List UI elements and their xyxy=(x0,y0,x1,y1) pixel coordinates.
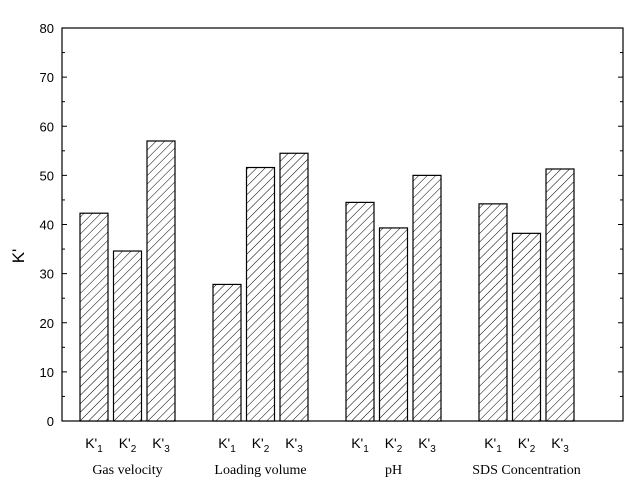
group-label: pH xyxy=(385,463,402,478)
bar-series xyxy=(79,140,575,422)
bar xyxy=(545,168,575,422)
bar-tick-label: K'2 xyxy=(385,435,403,455)
x-axis-labels: K'1 K'2 K'3 Gas velocity K'1 K'2 K'3 Loading vo… xyxy=(85,435,581,478)
y-tick-label: 10 xyxy=(40,365,54,380)
y-axis-label: K' xyxy=(9,249,28,264)
bar-tick-label: K'3 xyxy=(285,435,303,455)
bar xyxy=(212,283,242,422)
bar xyxy=(511,232,542,422)
group-label: Loading volume xyxy=(214,463,306,478)
bar xyxy=(412,174,442,422)
bar-tick-label: K'3 xyxy=(418,435,436,455)
bar xyxy=(345,201,375,422)
bar xyxy=(478,203,508,422)
bar-tick-label: K'3 xyxy=(152,435,170,455)
bar xyxy=(279,152,309,422)
plot-axes: 0 10 20 30 40 50 60 70 80 xyxy=(40,21,624,429)
bar xyxy=(245,166,276,422)
bar-tick-label: K'1 xyxy=(85,435,103,455)
bar-tick-label: K'3 xyxy=(551,435,569,455)
y-tick-label: 30 xyxy=(40,267,54,282)
group-label: Gas velocity xyxy=(92,463,162,478)
bar-tick-label: K'1 xyxy=(351,435,369,455)
y-tick-label: 60 xyxy=(40,119,54,134)
y-tick-label: 0 xyxy=(47,414,54,429)
bar xyxy=(79,212,109,422)
bar xyxy=(112,250,143,422)
group-label: SDS Concentration xyxy=(472,463,581,478)
bar-tick-label: K'2 xyxy=(518,435,536,455)
y-tick-label: 40 xyxy=(40,218,54,233)
bar-tick-label: K'2 xyxy=(119,435,137,455)
bar-tick-label: K'1 xyxy=(484,435,502,455)
bar-tick-label: K'2 xyxy=(252,435,270,455)
y-tick-label: 50 xyxy=(40,168,54,183)
y-tick-label: 20 xyxy=(40,316,54,331)
bar xyxy=(146,140,176,422)
y-tick-label: 70 xyxy=(40,70,54,85)
y-tick-label: 80 xyxy=(40,21,54,36)
bar xyxy=(378,227,409,422)
bar-tick-label: K'1 xyxy=(218,435,236,455)
